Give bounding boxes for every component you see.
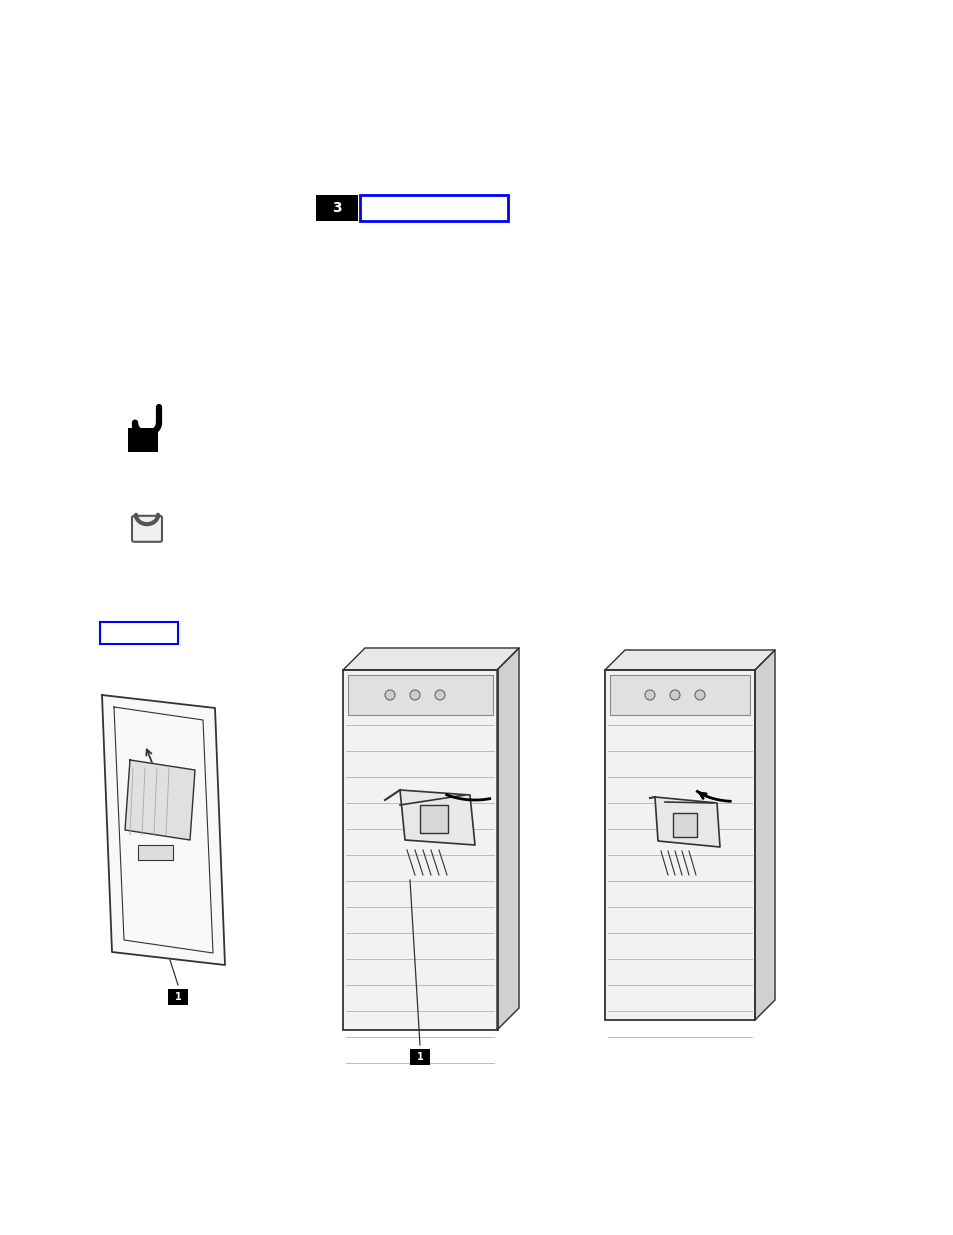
Bar: [672, 813, 697, 837]
Text: 3: 3: [332, 201, 341, 215]
Text: 1: 1: [416, 1052, 423, 1062]
Bar: [128, 427, 158, 452]
Circle shape: [644, 690, 655, 700]
Bar: [348, 676, 493, 715]
Polygon shape: [497, 648, 518, 1030]
Bar: [359, 195, 507, 221]
Bar: [315, 195, 357, 221]
Bar: [138, 845, 172, 860]
Circle shape: [385, 690, 395, 700]
Text: 1: 1: [174, 992, 181, 1002]
Polygon shape: [399, 790, 475, 845]
Polygon shape: [125, 760, 194, 840]
Circle shape: [435, 690, 444, 700]
Polygon shape: [655, 797, 720, 847]
Circle shape: [410, 690, 419, 700]
Bar: [410, 1049, 430, 1065]
Bar: [609, 676, 749, 715]
Polygon shape: [102, 695, 225, 965]
Polygon shape: [604, 650, 774, 671]
Polygon shape: [754, 650, 774, 1020]
Bar: [343, 671, 497, 1030]
Bar: [419, 805, 448, 832]
Bar: [168, 989, 188, 1005]
Circle shape: [669, 690, 679, 700]
FancyBboxPatch shape: [132, 516, 162, 542]
Polygon shape: [343, 648, 518, 671]
Bar: [100, 622, 178, 643]
Bar: [604, 671, 754, 1020]
Circle shape: [695, 690, 704, 700]
